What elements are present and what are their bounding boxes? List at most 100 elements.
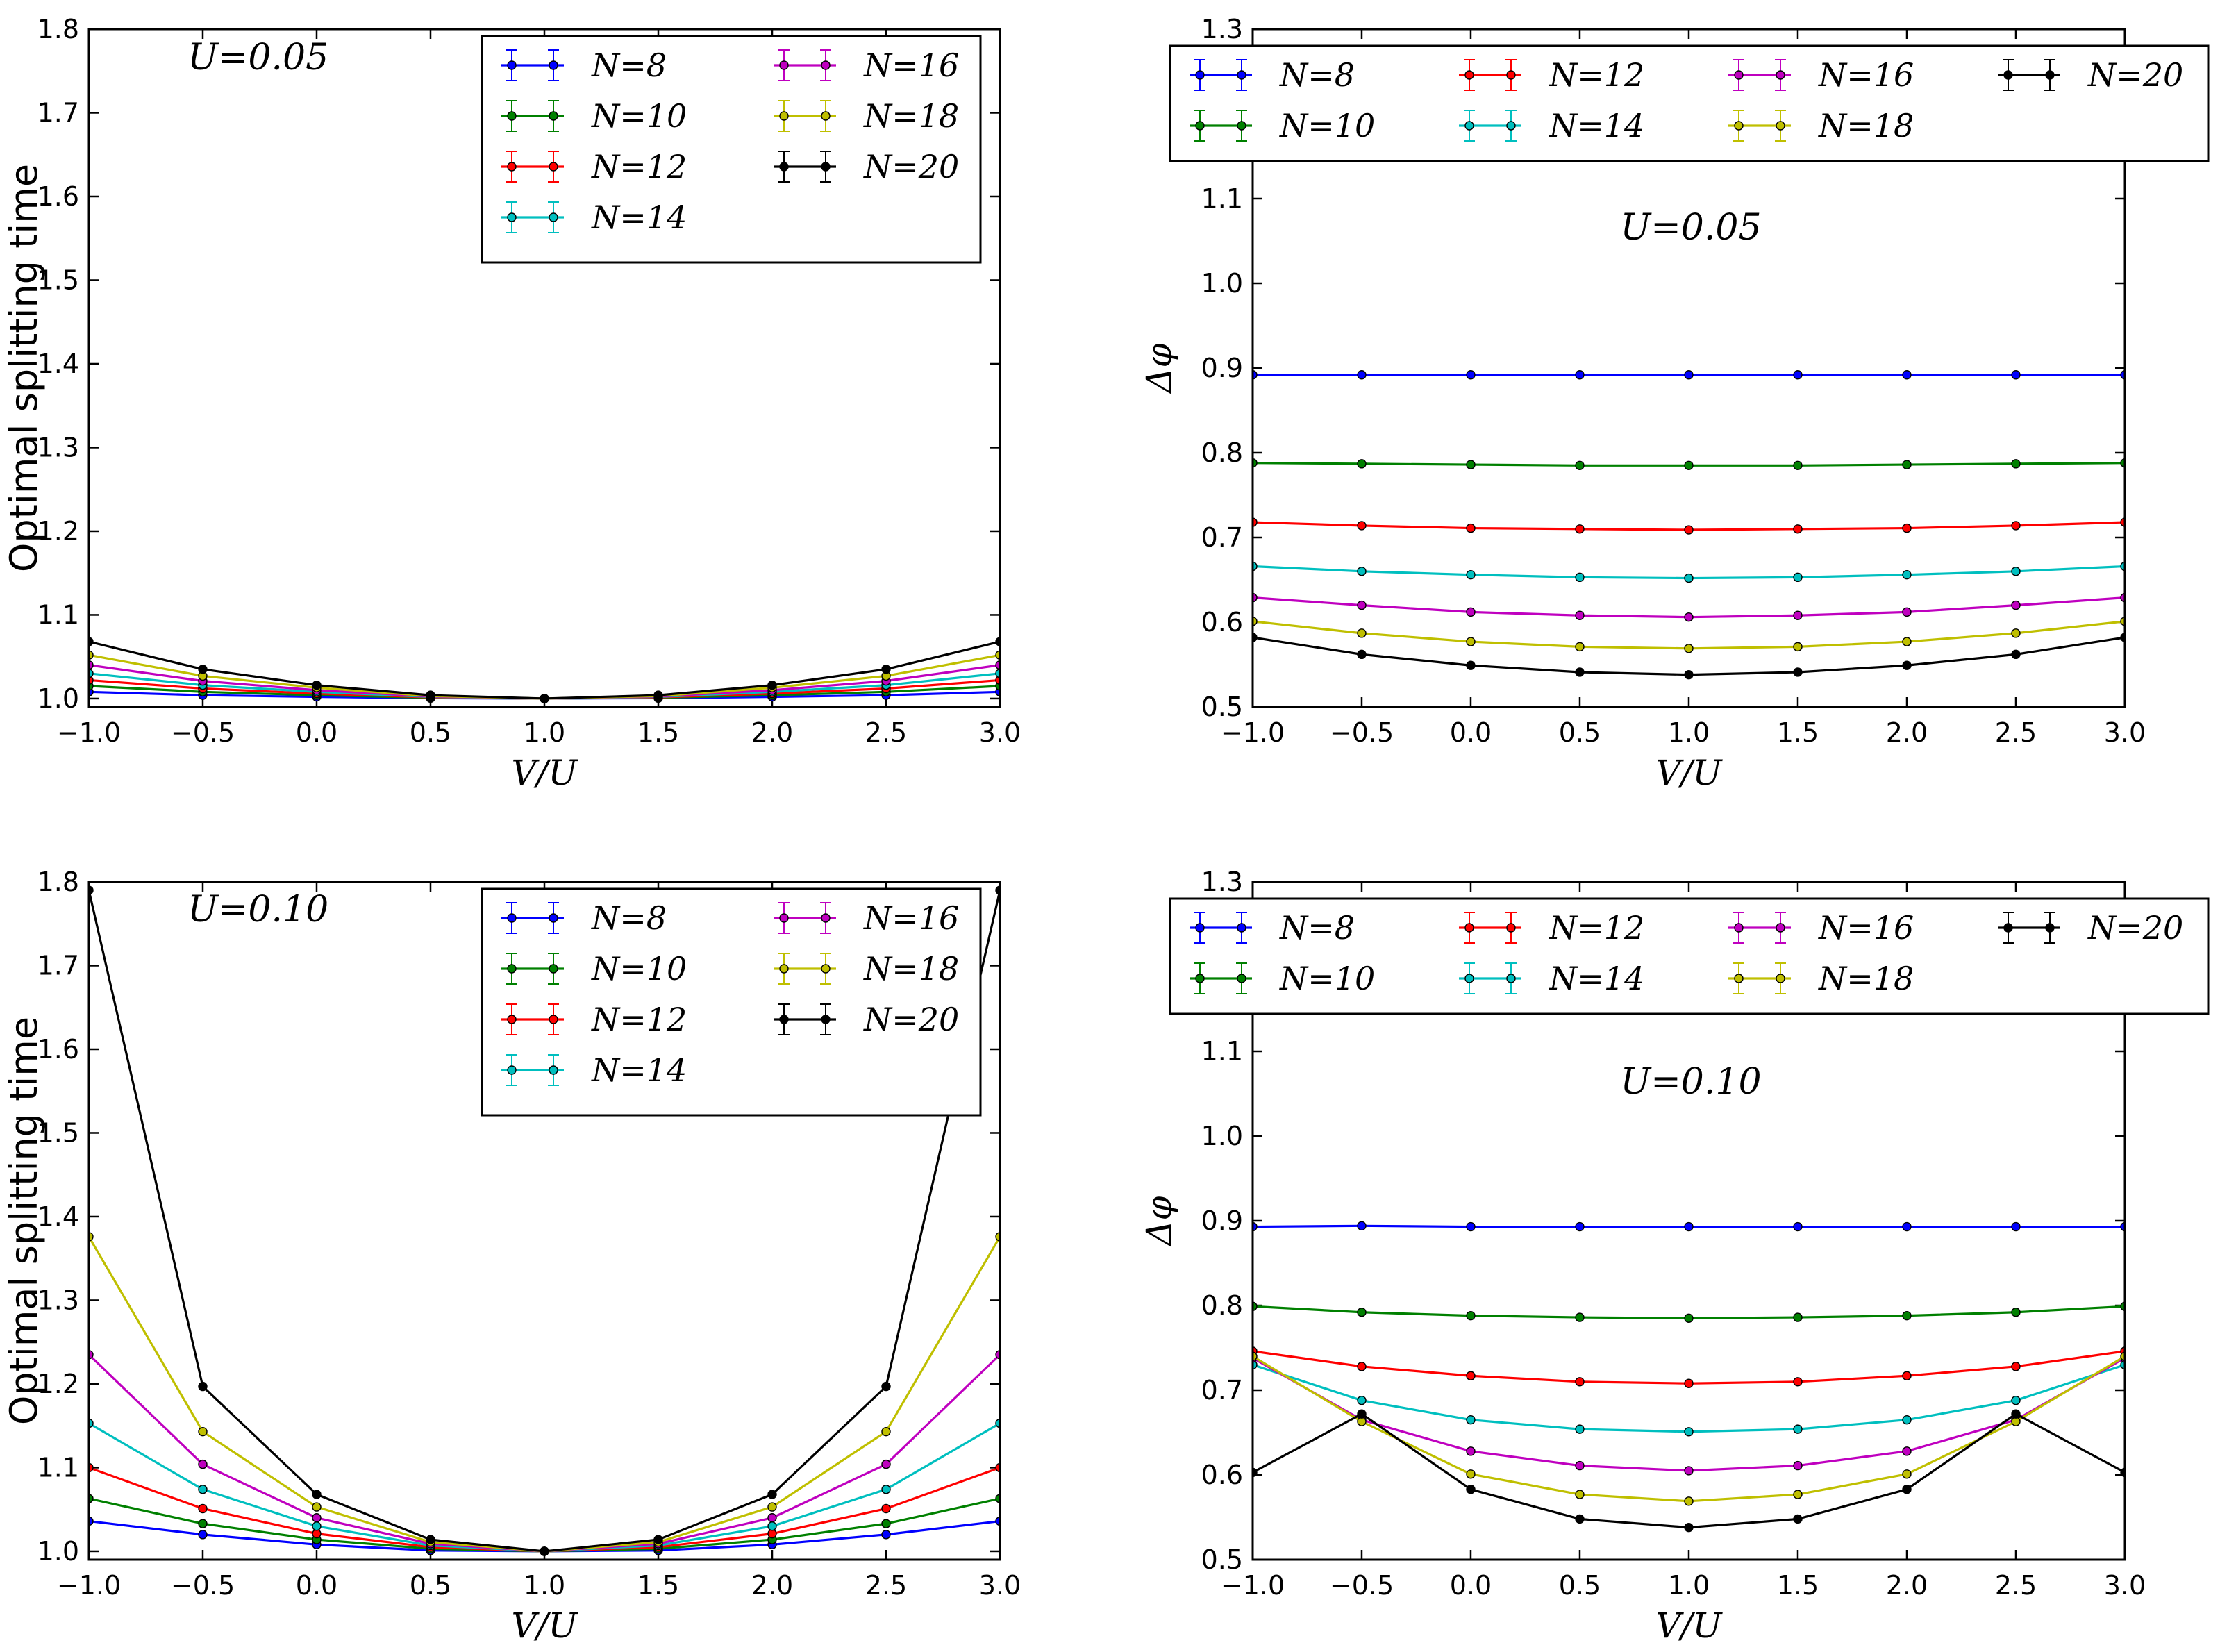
legend-item-n-8: N=8 xyxy=(501,47,667,84)
data-point xyxy=(312,680,322,690)
data-point xyxy=(1793,460,1803,470)
legend-label: N=14 xyxy=(591,199,687,236)
y-tick-label: 1.4 xyxy=(37,349,79,379)
legend-label: N=16 xyxy=(1818,56,1914,94)
data-point xyxy=(1793,524,1803,534)
y-axis-ticks: 0.50.60.70.80.91.01.11.21.3 xyxy=(1201,867,2125,1575)
data-point xyxy=(1357,1221,1367,1231)
data-point xyxy=(198,1485,208,1494)
y-tick-label: 1.7 xyxy=(37,950,79,981)
legend-item-n-8: N=8 xyxy=(1190,909,1355,946)
legend-frame xyxy=(481,35,982,264)
legend-label: N=20 xyxy=(863,148,959,185)
x-tick-label: −1.0 xyxy=(1221,1570,1285,1601)
legend-item-n-14: N=14 xyxy=(501,1051,687,1089)
legend-label: N=10 xyxy=(1279,960,1375,997)
data-point xyxy=(1357,649,1367,660)
data-point xyxy=(1684,644,1694,653)
legend-item-n-14: N=14 xyxy=(501,199,687,236)
y-tick-label: 0.9 xyxy=(1201,353,1243,383)
y-tick-label: 1.6 xyxy=(37,1034,79,1065)
data-point xyxy=(1466,660,1476,670)
data-point xyxy=(1902,1485,1912,1494)
data-point xyxy=(1575,1424,1585,1434)
x-tick-label: 1.5 xyxy=(637,1570,679,1601)
legend-item-n-20: N=20 xyxy=(774,148,959,185)
series-group xyxy=(89,637,1000,703)
data-point xyxy=(1357,1362,1367,1371)
legend: N=8 N=10 N=12 N=14 N=16 N=18 N=20 xyxy=(1169,44,2210,162)
data-point xyxy=(1902,1221,1912,1232)
series-n-10 xyxy=(89,1494,1000,1556)
legend-marker xyxy=(1776,923,1785,933)
data-point xyxy=(1902,607,1912,617)
y-tick-label: 1.0 xyxy=(1201,268,1243,299)
legend-marker xyxy=(1506,70,1516,80)
legend-marker xyxy=(549,1015,558,1024)
legend-marker xyxy=(1464,923,1474,933)
axes-frame xyxy=(87,881,1001,1561)
legend-marker xyxy=(549,913,558,923)
x-tick-label: 2.5 xyxy=(1995,717,2037,748)
y-tick-label: 0.9 xyxy=(1201,1205,1243,1236)
data-point xyxy=(540,1546,549,1556)
y-tick-label: 1.1 xyxy=(1201,183,1243,214)
data-point xyxy=(312,1490,322,1499)
series-n-8 xyxy=(1253,370,2125,380)
legend-label: N=14 xyxy=(1549,960,1644,997)
series-n-20 xyxy=(89,637,1000,703)
legend-marker xyxy=(779,162,789,172)
data-point xyxy=(1902,1469,1912,1479)
legend-item-n-10: N=10 xyxy=(1190,960,1375,997)
legend-marker xyxy=(507,1065,517,1075)
data-point xyxy=(881,665,891,674)
data-point xyxy=(1684,1313,1694,1324)
legend-item-n-18: N=18 xyxy=(1728,107,1914,144)
data-point xyxy=(1575,460,1585,470)
x-axis-ticks: −1.0 −0.5 0.0 0.5 1.0 1.5 2.0 2.5 3.0 xyxy=(57,882,1021,1601)
panel-annotation: U=0.05 xyxy=(1620,207,1761,249)
data-point xyxy=(1902,637,1912,646)
legend-marker xyxy=(1734,121,1744,131)
data-point xyxy=(1902,1415,1912,1425)
y-tick-label: 1.2 xyxy=(37,1369,79,1399)
legend-frame xyxy=(481,887,982,1117)
series-n-8 xyxy=(1253,1221,2125,1232)
data-point xyxy=(767,1490,777,1499)
series-n-10 xyxy=(1253,1301,2125,1324)
legend-marker xyxy=(549,212,558,222)
legend-item-n-18: N=18 xyxy=(774,950,959,987)
y-tick-label: 0.5 xyxy=(1201,692,1243,722)
x-tick-label: 3.0 xyxy=(979,717,1021,748)
legend-marker xyxy=(1464,121,1474,131)
legend-marker xyxy=(821,1015,831,1024)
data-point xyxy=(1684,1496,1694,1506)
axes-frame xyxy=(1251,881,2126,1561)
y-tick-label: 1.2 xyxy=(37,516,79,547)
legend-item-n-10: N=10 xyxy=(501,950,687,987)
x-tick-label: 2.5 xyxy=(865,1570,907,1601)
data-point xyxy=(1575,1312,1585,1322)
legend-marker xyxy=(1195,923,1205,933)
data-point xyxy=(1793,1312,1803,1322)
data-point xyxy=(2011,1308,2021,1317)
y-tick-label: 1.5 xyxy=(37,1117,79,1148)
data-point xyxy=(1575,370,1585,380)
legend-item-n-16: N=16 xyxy=(774,47,959,84)
series-n-18 xyxy=(1253,617,2125,653)
x-tick-label: 0.0 xyxy=(296,1570,337,1601)
y-tick-label: 0.6 xyxy=(1201,607,1243,637)
data-point xyxy=(2011,370,2021,380)
data-point xyxy=(653,1535,663,1544)
chart-panel-c: −1.0 −0.5 0.0 0.5 1.0 1.5 2.0 2.5 3.01.01.11.21.… xyxy=(2,867,1021,1646)
x-axis-label: V/U xyxy=(1655,1605,1723,1646)
data-point xyxy=(1793,667,1803,677)
data-point xyxy=(1357,459,1367,469)
data-point xyxy=(1793,1460,1803,1471)
x-tick-label: 0.5 xyxy=(410,1570,451,1601)
data-point xyxy=(426,690,435,700)
legend-item-n-12: N=12 xyxy=(501,148,687,185)
legend-marker xyxy=(507,1015,517,1024)
y-axis-ticks: 1.0 1.1 1.2 1.3 1.4 1.5 1.6 1.7 1.8 xyxy=(37,14,1000,714)
legend-item-n-8: N=8 xyxy=(1190,56,1355,94)
